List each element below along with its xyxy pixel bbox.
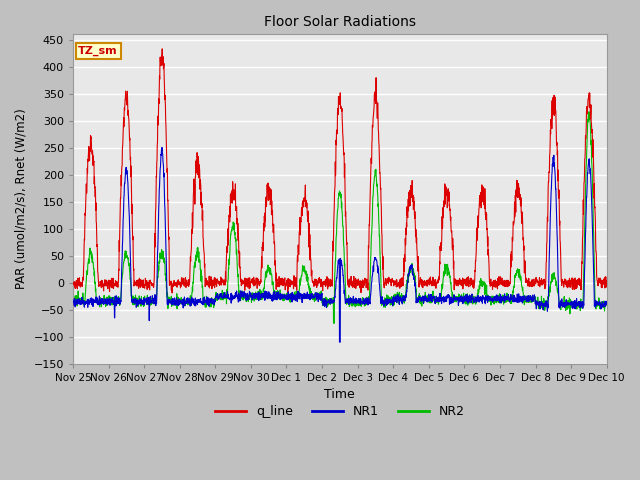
Title: Floor Solar Radiations: Floor Solar Radiations — [264, 15, 416, 29]
Legend: q_line, NR1, NR2: q_line, NR1, NR2 — [210, 400, 470, 423]
Text: TZ_sm: TZ_sm — [78, 46, 118, 56]
Y-axis label: PAR (umol/m2/s), Rnet (W/m2): PAR (umol/m2/s), Rnet (W/m2) — [15, 108, 28, 289]
X-axis label: Time: Time — [324, 388, 355, 401]
